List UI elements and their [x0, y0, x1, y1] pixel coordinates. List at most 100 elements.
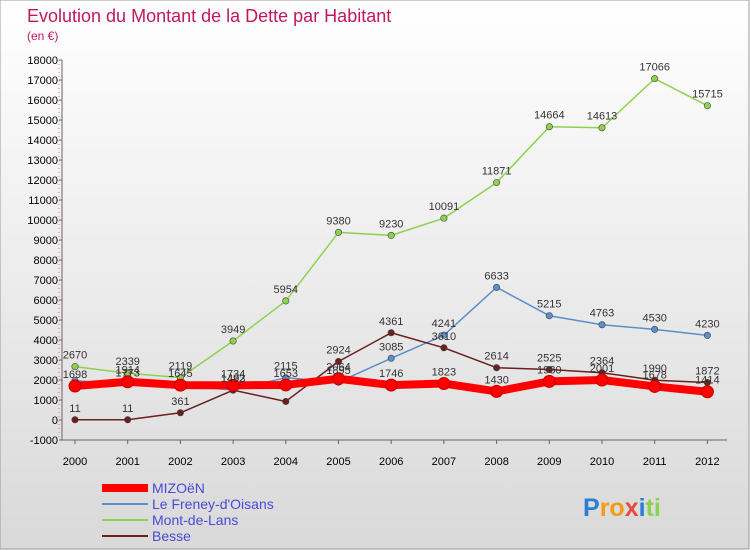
y-tick-label: 3000 — [34, 355, 58, 367]
data-point — [384, 378, 398, 392]
x-tick-label: 2006 — [379, 456, 403, 468]
data-label: 1653 — [274, 368, 298, 380]
data-point — [648, 379, 662, 393]
legend-label: Le Freney-d'Oisans — [152, 496, 274, 512]
data-label: 2364 — [590, 356, 614, 368]
data-point — [545, 123, 553, 131]
data-point — [71, 416, 79, 424]
x-tick-label: 2007 — [432, 456, 456, 468]
y-tick-label: 6000 — [34, 295, 58, 307]
data-label: 361 — [171, 396, 189, 408]
data-label: 2001 — [590, 363, 614, 375]
data-point — [173, 378, 187, 392]
data-point — [332, 372, 345, 386]
y-tick-label: 4000 — [34, 335, 58, 347]
data-point — [598, 124, 606, 132]
data-label: 3949 — [221, 324, 245, 336]
data-point — [703, 102, 711, 110]
data-point — [334, 358, 342, 366]
data-label: 1990 — [642, 363, 666, 375]
data-label: 5215 — [537, 299, 561, 311]
y-tick-label: 11000 — [28, 195, 58, 207]
axes: -1000 0 1000 2000 3000 4000 5000 6000 7000 8000 90… — [27, 55, 727, 468]
x-tick-label: 2001 — [115, 456, 139, 468]
data-point — [71, 363, 79, 371]
y-tick-label: 9000 — [34, 235, 58, 247]
y-tick-label: 10000 — [27, 215, 58, 227]
data-label: 9380 — [326, 215, 350, 227]
data-label: 1698 — [63, 369, 87, 381]
data-label: 1872 — [695, 366, 719, 378]
data-label: 1430 — [484, 374, 508, 386]
data-label: 2115 — [274, 361, 298, 373]
data-label: 4361 — [379, 316, 403, 328]
data-point — [121, 375, 135, 389]
data-label: 2119 — [169, 361, 193, 373]
y-tick-label: 14000 — [27, 135, 58, 147]
data-label: 1746 — [379, 368, 403, 380]
data-point — [124, 416, 132, 424]
data-point — [651, 325, 659, 333]
data-point — [440, 214, 448, 222]
data-point — [490, 384, 504, 398]
data-label: 1734 — [221, 368, 245, 380]
y-tick-label: 1000 — [34, 395, 58, 407]
y-tick-label: 15000 — [27, 115, 58, 127]
data-point — [440, 331, 448, 339]
x-tick-label: 2008 — [484, 456, 508, 468]
data-point — [387, 329, 395, 337]
data-label: 15715 — [692, 89, 723, 101]
data-label: 1492 — [221, 373, 245, 385]
data-point — [493, 364, 501, 372]
data-label: 4763 — [590, 308, 614, 320]
data-label: 1414 — [695, 375, 719, 387]
data-point — [493, 179, 501, 187]
data-label: 1773 — [115, 368, 139, 380]
y-tick-label: 8000 — [34, 255, 58, 267]
data-label: 17066 — [639, 62, 670, 74]
x-tick-label: 2011 — [643, 456, 667, 468]
data-label: 1930 — [537, 364, 561, 376]
data-label: 4530 — [642, 312, 666, 324]
x-tick-label: 2002 — [168, 456, 192, 468]
x-tick-label: 2003 — [221, 456, 245, 468]
y-tick-label: 18000 — [27, 55, 58, 67]
data-label: 10091 — [429, 201, 460, 213]
data-point — [651, 75, 659, 83]
y-tick-label: 5000 — [34, 315, 58, 327]
data-point — [387, 231, 395, 239]
x-tick-label: 2010 — [590, 456, 614, 468]
data-label: 2339 — [115, 356, 139, 368]
y-tick-label: 12000 — [27, 175, 58, 187]
data-label: 6633 — [484, 270, 508, 282]
data-point — [279, 378, 293, 392]
data-point — [493, 283, 501, 291]
data-label: 3610 — [432, 331, 456, 343]
chart-subtitle: (en €) — [27, 29, 58, 43]
data-label: 9230 — [379, 218, 403, 230]
data-point — [542, 374, 556, 388]
data-point — [700, 385, 714, 399]
data-label: 4241 — [432, 318, 456, 330]
data-label: 14664 — [534, 110, 565, 122]
data-point — [282, 297, 290, 305]
data-label: 1678 — [642, 369, 666, 381]
y-tick-label: 7000 — [34, 275, 58, 287]
legend-label: Mont-de-Lans — [152, 512, 238, 528]
data-label: 14613 — [587, 111, 618, 123]
data-label: 5954 — [274, 284, 298, 296]
data-label: 1914 — [115, 365, 139, 377]
data-label: 11871 — [482, 166, 512, 178]
data-point — [68, 379, 82, 393]
data-point — [598, 321, 606, 329]
legend-label: Besse — [152, 528, 191, 544]
data-label: 2614 — [484, 351, 508, 363]
data-point — [440, 344, 448, 352]
y-tick-label: 0 — [52, 415, 58, 427]
data-label: 2670 — [63, 350, 87, 362]
data-label: 2525 — [537, 353, 561, 365]
data-label: 2924 — [326, 345, 350, 357]
data-point — [334, 228, 342, 236]
